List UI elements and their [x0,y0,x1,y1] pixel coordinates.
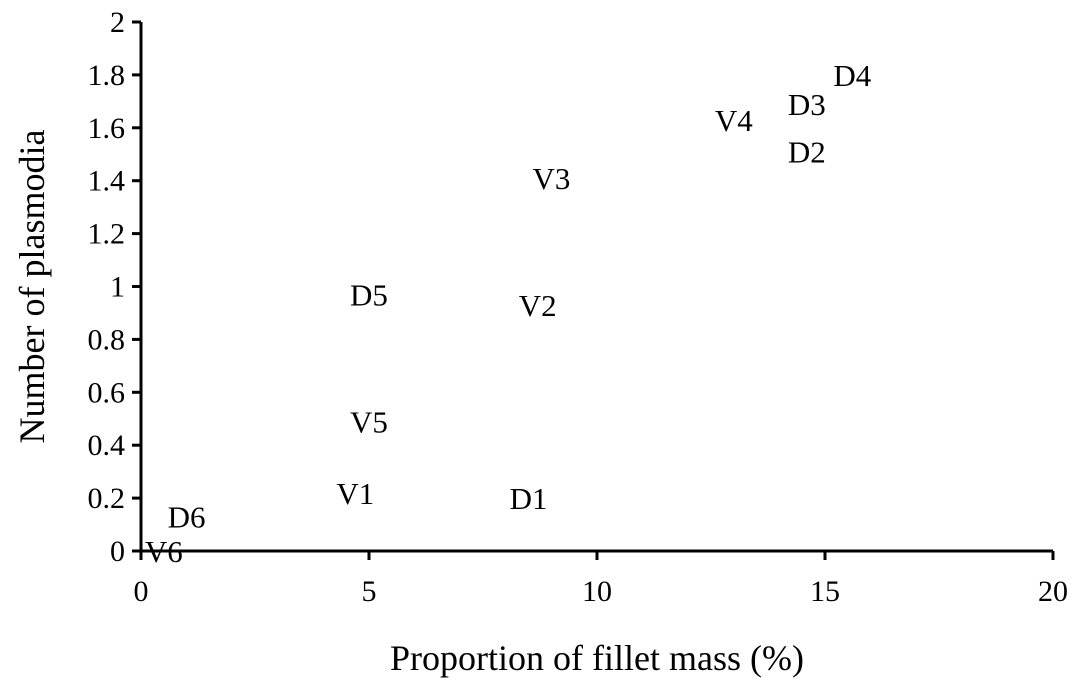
x-axis-title: Proportion of fillet mass (%) [390,638,804,678]
y-tick-label: 0.2 [88,482,126,515]
x-tick-label: 20 [1038,575,1068,608]
data-point-d4: D4 [833,58,871,93]
data-point-d6: D6 [168,500,206,535]
y-tick-label: 1.6 [88,112,126,145]
y-tick-label: 2 [110,6,125,39]
y-tick-label: 1.8 [88,59,126,92]
x-tick-label: 0 [134,575,149,608]
data-point-v5: V5 [350,404,388,439]
y-tick-label: 1.4 [88,165,126,198]
data-point-d1: D1 [510,481,548,516]
y-tick-label: 1.2 [88,218,126,251]
axes [132,20,1055,560]
x-tick-label: 10 [582,575,612,608]
y-tick-label: 1 [110,271,125,304]
data-point-d2: D2 [788,135,826,170]
data-point-v4: V4 [715,103,753,138]
x-tick-label: 5 [362,575,377,608]
y-tick-label: 0.8 [88,323,126,356]
data-point-v2: V2 [519,288,557,323]
y-axis-title: Number of plasmodia [12,130,52,444]
data-point-d5: D5 [350,277,388,312]
y-tick-label: 0.6 [88,376,126,409]
y-tick-label: 0.4 [88,429,126,462]
data-point-v3: V3 [532,161,570,196]
data-point-d3: D3 [788,87,826,122]
x-tick-label: 15 [810,575,840,608]
tick-labels: 00.20.40.60.811.21.41.61.820 5 10 15 20 [88,6,1069,608]
data-point-v1: V1 [336,476,374,511]
y-tick-label: 0 [110,535,125,568]
